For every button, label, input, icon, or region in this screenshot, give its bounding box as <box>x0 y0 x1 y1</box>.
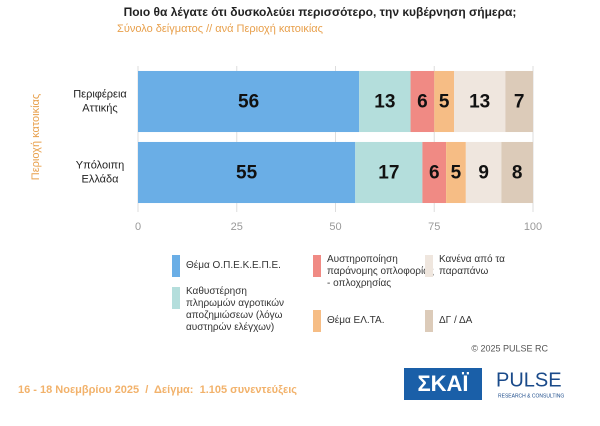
bar-segment <box>422 141 447 204</box>
legend-swatch <box>172 255 180 277</box>
legend-label: Κανένα από τα παραπάνω <box>439 254 505 277</box>
data-label: 56 <box>238 92 259 113</box>
logo-tagline: RESEARCH & CONSULTING <box>498 393 564 399</box>
x-tick-label: 100 <box>524 221 542 233</box>
y-axis-label: Περιοχή κατοικίας <box>30 94 42 180</box>
legend-swatch <box>313 310 321 332</box>
chart-title: Ποιο θα λέγατε ότι δυσκολεύει περισσότερ… <box>124 5 517 19</box>
y-tick-label-line: Αττικής <box>82 102 117 114</box>
data-label: 7 <box>514 92 525 113</box>
bar-segment <box>505 70 533 133</box>
data-label: 5 <box>451 163 462 184</box>
legend-swatch <box>313 255 321 277</box>
bar-segment <box>138 70 360 133</box>
y-tick-label-line: Περιφέρεια <box>73 88 127 100</box>
logo: ΣΚΑΪ <box>417 371 469 396</box>
bar-segment <box>465 141 502 204</box>
data-label: 55 <box>236 163 258 184</box>
legend-swatch <box>425 255 433 277</box>
data-label: 13 <box>469 92 490 113</box>
footer: 16 - 18 Νοεμβρίου 2025 / Δείγμα: 1.105 σ… <box>18 384 297 396</box>
x-tick-label: 50 <box>329 221 341 233</box>
data-label: 13 <box>374 92 395 113</box>
legend-label: Καθυστέρηση πληρωμών αγροτικών αποζημιώσ… <box>186 286 285 333</box>
data-label: 5 <box>439 92 450 113</box>
y-tick-label: Υπόλοιπη Ελλάδα <box>76 159 124 185</box>
y-tick-label-line: Ελλάδα <box>81 173 119 185</box>
bar-segment <box>501 141 533 204</box>
logo-box <box>404 368 482 400</box>
bar-segment <box>454 70 506 133</box>
data-label: 8 <box>512 163 523 184</box>
bar-segment <box>355 141 423 204</box>
x-tick-label: 25 <box>231 221 243 233</box>
data-label: 6 <box>417 92 428 113</box>
data-label: 9 <box>478 163 489 184</box>
legend-swatch <box>425 310 433 332</box>
x-tick-label: 0 <box>135 221 141 233</box>
x-tick-label: 75 <box>428 221 440 233</box>
y-tick-label: Περιφέρεια Αττικής <box>73 88 127 114</box>
chart-subtitle: Σύνολο δείγματος // ανά Περιοχή κατοικία… <box>117 23 323 35</box>
copyright: © 2025 PULSE RC <box>471 343 548 353</box>
legend-label: Θέμα ΕΛ.ΤΑ. <box>327 315 385 326</box>
data-label: 6 <box>429 163 440 184</box>
bar-segment <box>359 70 411 133</box>
bar-segment <box>410 70 435 133</box>
legend-label: Θέμα Ο.Π.Ε.Κ.Ε.Π.Ε. <box>186 260 281 271</box>
data-label: 17 <box>378 163 399 184</box>
bar-segment <box>446 141 466 204</box>
legend-swatch <box>172 287 180 309</box>
bar-segment <box>434 70 454 133</box>
y-tick-label-line: Υπόλοιπη <box>76 159 124 171</box>
legend-label: Αυστηροποίηση παράνομης οπλοφορίας - οπλ… <box>327 254 434 289</box>
logo: PULSE <box>496 369 562 391</box>
bar-segment <box>138 141 356 204</box>
legend-label: ΔΓ / ΔΑ <box>439 315 473 326</box>
